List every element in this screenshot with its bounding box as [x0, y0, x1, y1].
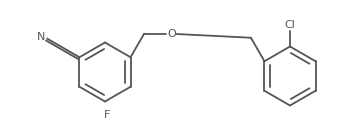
Text: N: N [37, 32, 46, 42]
Text: O: O [167, 29, 176, 39]
Text: Cl: Cl [285, 19, 296, 30]
Text: F: F [104, 110, 110, 120]
